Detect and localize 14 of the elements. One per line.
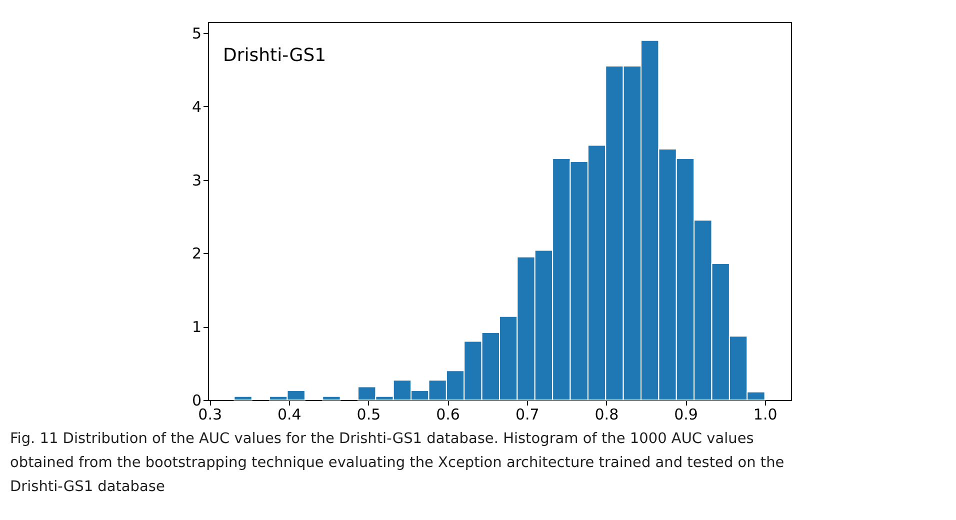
annotation: Drishti-GS1 <box>223 45 326 66</box>
x-tick-label: 0.8 <box>594 406 619 424</box>
y-tick-label: 5 <box>192 24 202 43</box>
caption: Fig. 11 Distribution of the AUC values for the Drishti-GS1 database. Histogram of the 1000 AUC values obtained from the bootstrapping technique evaluating the Xception architecture trained and tested on the Drishti-GS1 database <box>10 431 784 495</box>
x-tick-label: 0.9 <box>674 406 698 424</box>
y-tick-label: 4 <box>192 98 202 116</box>
x-tick-label: 0.4 <box>277 406 302 424</box>
x-tick-label: 0.7 <box>515 406 540 424</box>
y-tick-label: 3 <box>192 171 202 190</box>
x-tick-label: 0.6 <box>436 406 460 424</box>
x-tick-label: 0.5 <box>356 406 381 424</box>
y-tick-label: 2 <box>192 244 202 263</box>
x-tick-label: 1.0 <box>753 406 778 424</box>
y-tick-label: 1 <box>192 318 202 336</box>
